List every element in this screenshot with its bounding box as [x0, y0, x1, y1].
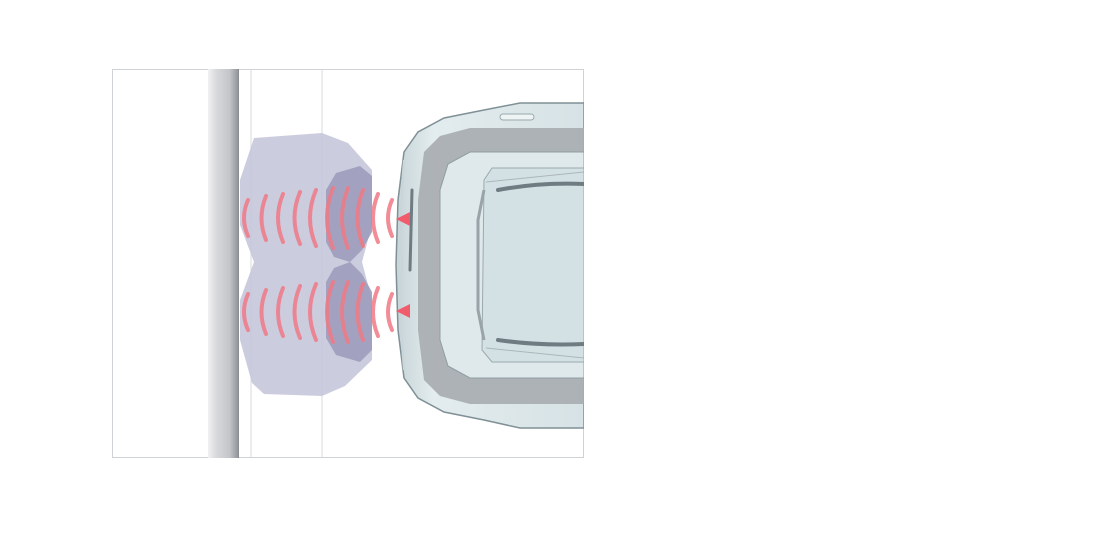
ultrasonic-wave-icon — [242, 280, 394, 344]
car-top-view-icon — [395, 102, 584, 429]
wall-pillar-icon — [208, 69, 239, 458]
sensor-triangle-icon — [396, 212, 410, 226]
ultrasonic-wave-icon — [242, 186, 394, 250]
sensor-triangle-icon — [396, 304, 410, 318]
